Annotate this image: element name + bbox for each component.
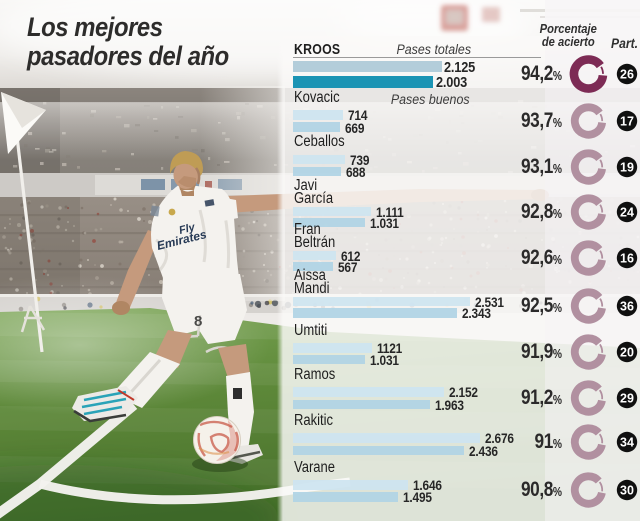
- svg-text:8: 8: [194, 313, 202, 330]
- svg-text:19: 19: [620, 161, 634, 175]
- svg-text:30: 30: [620, 484, 634, 498]
- svg-text:26: 26: [620, 68, 634, 82]
- svg-text:16: 16: [620, 252, 634, 266]
- svg-text:24: 24: [620, 206, 634, 220]
- svg-text:36: 36: [620, 300, 634, 314]
- svg-text:Fly: Fly: [178, 221, 197, 237]
- svg-text:17: 17: [620, 115, 634, 129]
- svg-text:34: 34: [620, 436, 634, 450]
- svg-text:29: 29: [620, 392, 634, 406]
- svg-text:20: 20: [620, 346, 634, 360]
